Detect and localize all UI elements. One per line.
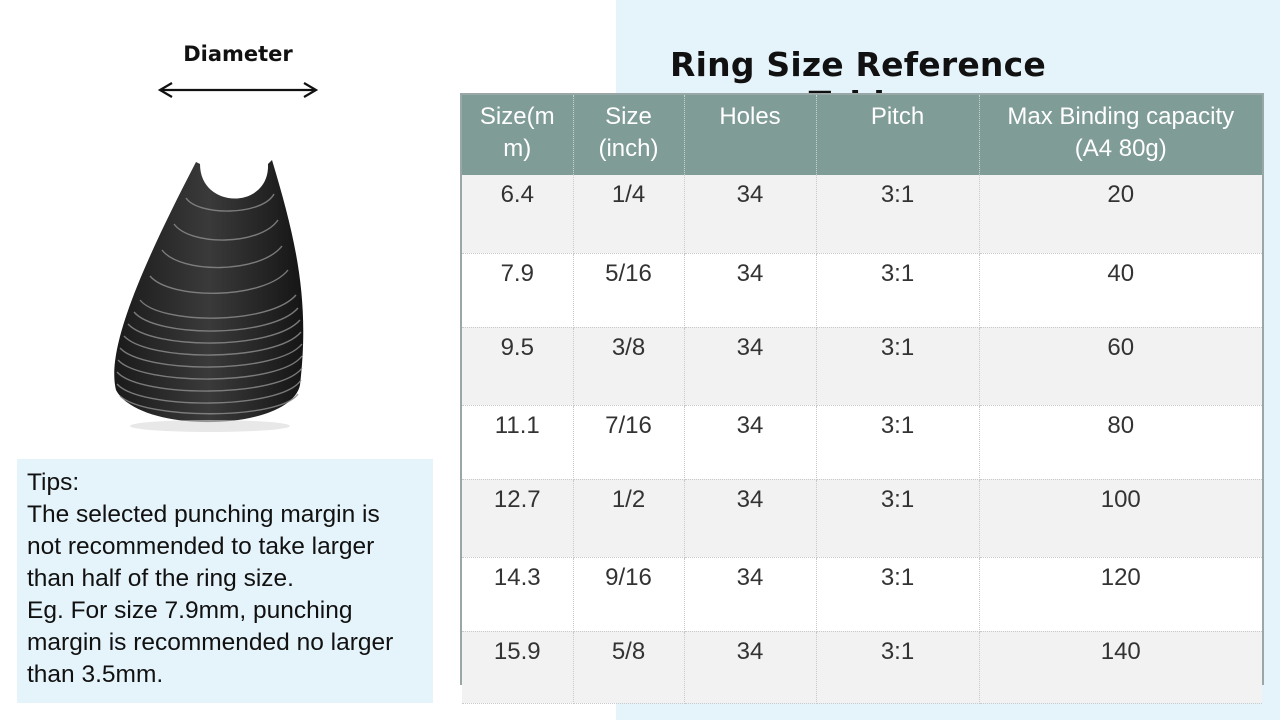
cell-size-inch: 1/2 (573, 479, 685, 558)
cell-holes: 34 (684, 631, 817, 704)
cell-capacity: 60 (979, 327, 1262, 406)
table-row: 7.9 5/16 34 3:1 40 (462, 253, 1262, 328)
header-max-capacity: Max Binding capacity (A4 80g) (979, 95, 1262, 175)
table-row: 11.1 7/16 34 3:1 80 (462, 405, 1262, 480)
cell-pitch: 3:1 (816, 253, 980, 328)
tips-line: The selected punching margin is (27, 501, 380, 528)
tips-heading: Tips: (27, 469, 80, 496)
cell-size-inch: 7/16 (573, 405, 685, 480)
cell-capacity: 100 (979, 479, 1262, 558)
tips-line: not recommended to take larger (27, 533, 375, 560)
cell-capacity: 20 (979, 175, 1262, 254)
cell-size-mm: 15.9 (462, 631, 574, 704)
ring-size-table: Size(m m) Size (inch) Holes Pitch Max Bind… (460, 93, 1264, 704)
cell-holes: 34 (684, 175, 817, 254)
cell-size-mm: 12.7 (462, 479, 574, 558)
double-arrow-icon (157, 82, 319, 98)
table-row: 9.5 3/8 34 3:1 60 (462, 327, 1262, 406)
tips-box: Tips: The selected punching margin is no… (17, 459, 433, 703)
cell-holes: 34 (684, 557, 817, 632)
diameter-label: Diameter (183, 42, 293, 66)
cell-size-inch: 9/16 (573, 557, 685, 632)
cell-holes: 34 (684, 253, 817, 328)
table-row: 14.3 9/16 34 3:1 120 (462, 557, 1262, 632)
cell-pitch: 3:1 (816, 327, 980, 406)
cell-holes: 34 (684, 405, 817, 480)
tips-line: margin is recommended no larger (27, 629, 394, 656)
cell-size-inch: 1/4 (573, 175, 685, 254)
header-pitch: Pitch (816, 95, 980, 175)
cell-capacity: 40 (979, 253, 1262, 328)
cell-size-mm: 9.5 (462, 327, 574, 406)
cell-holes: 34 (684, 327, 817, 406)
table-row: 6.4 1/4 34 3:1 20 (462, 175, 1262, 254)
cell-size-mm: 6.4 (462, 175, 574, 254)
cell-pitch: 3:1 (816, 631, 980, 704)
cell-size-mm: 14.3 (462, 557, 574, 632)
cell-capacity: 80 (979, 405, 1262, 480)
cell-pitch: 3:1 (816, 175, 980, 254)
cell-size-mm: 7.9 (462, 253, 574, 328)
cell-holes: 34 (684, 479, 817, 558)
cell-capacity: 120 (979, 557, 1262, 632)
table-row: 12.7 1/2 34 3:1 100 (462, 479, 1262, 558)
cell-pitch: 3:1 (816, 557, 980, 632)
table-header-row: Size(m m) Size (inch) Holes Pitch Max Bind… (462, 95, 1262, 175)
header-size-mm: Size(m m) (462, 95, 574, 175)
cell-size-inch: 5/16 (573, 253, 685, 328)
cell-size-mm: 11.1 (462, 405, 574, 480)
cell-pitch: 3:1 (816, 405, 980, 480)
cell-capacity: 140 (979, 631, 1262, 704)
table-row: 15.9 5/8 34 3:1 140 (462, 631, 1262, 704)
tips-line: than 3.5mm. (27, 661, 164, 688)
binding-ring-image (114, 160, 304, 432)
cell-size-inch: 5/8 (573, 631, 685, 704)
tips-line: than half of the ring size. (27, 565, 294, 592)
cell-size-inch: 3/8 (573, 327, 685, 406)
header-holes: Holes (684, 95, 817, 175)
cell-pitch: 3:1 (816, 479, 980, 558)
tips-line: Eg. For size 7.9mm, punching (27, 597, 353, 624)
header-size-inch: Size (inch) (573, 95, 685, 175)
